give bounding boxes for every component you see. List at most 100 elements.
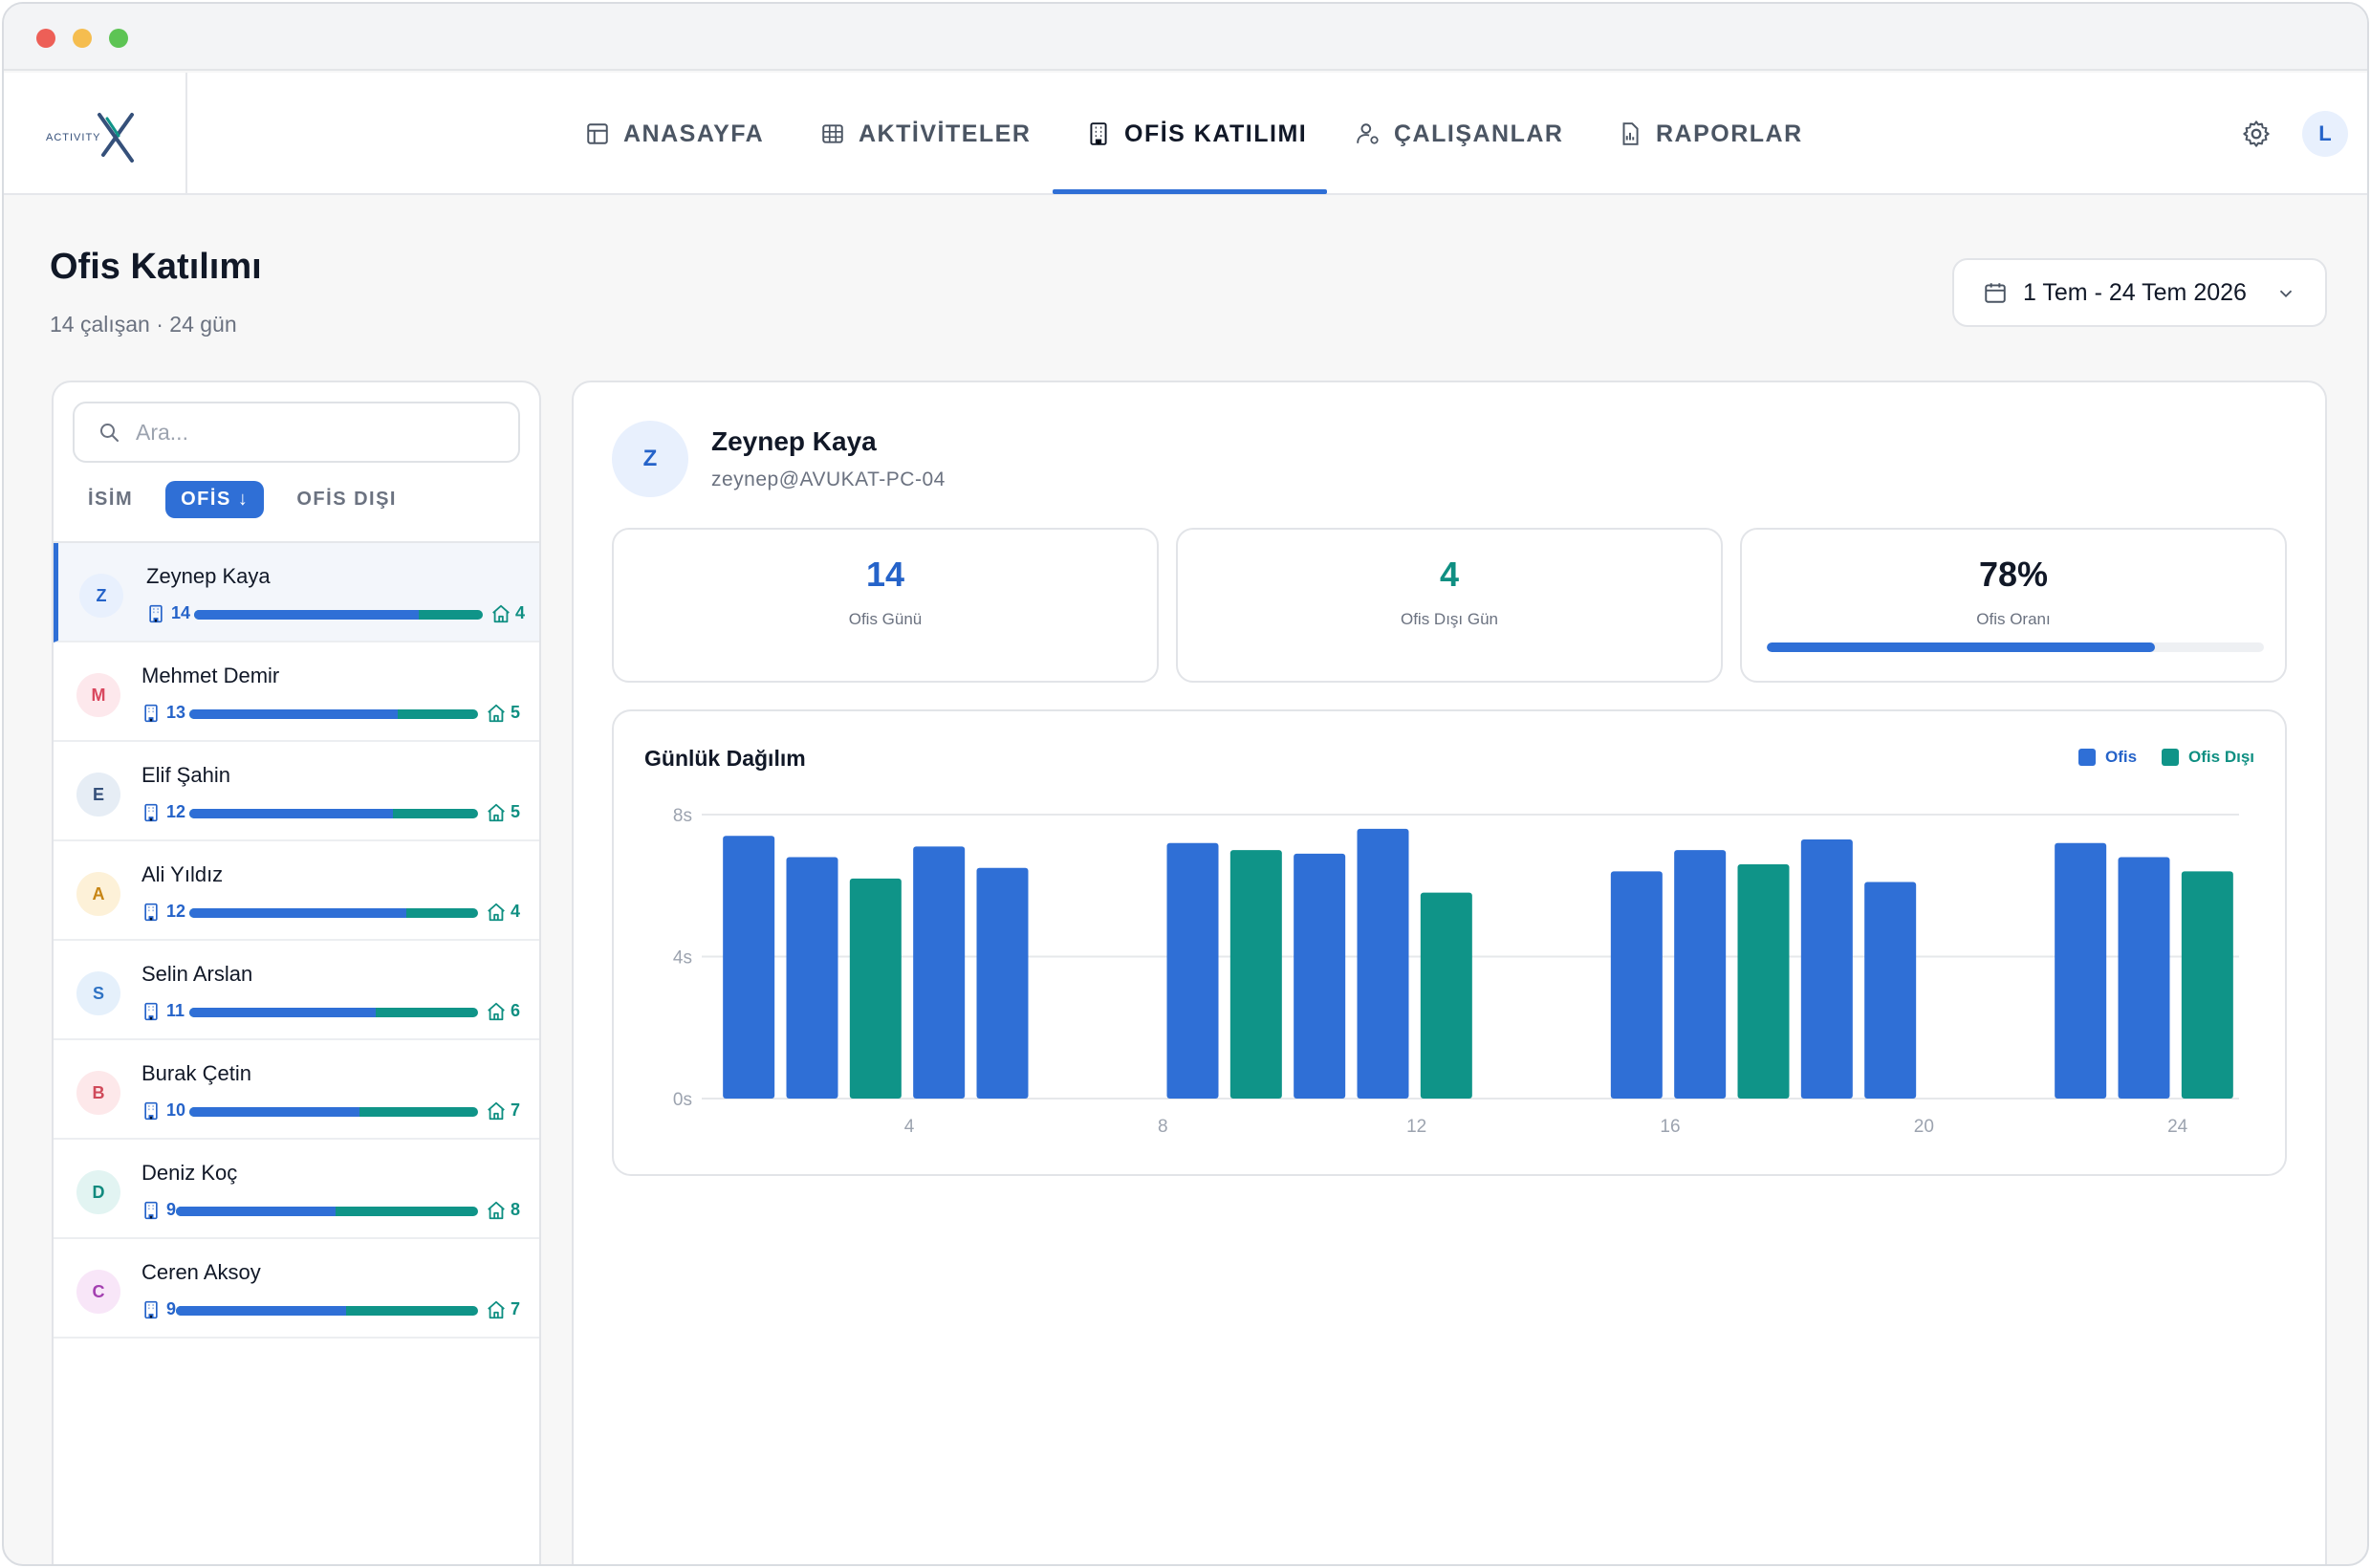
nav-raporlar[interactable]: RAPORLAR xyxy=(1618,73,1803,195)
sort-by-office[interactable]: OFİS ↓ xyxy=(165,480,265,518)
stat-value: 78% xyxy=(1978,555,2049,594)
user-gear-icon xyxy=(1357,123,1379,144)
bar-remote[interactable] xyxy=(2181,871,2233,1099)
bar-office[interactable] xyxy=(1610,871,1663,1099)
bar-office[interactable] xyxy=(2055,842,2107,1099)
employee-name: Burak Çetin xyxy=(141,1061,251,1085)
employee-list-panel: İSİM OFİS ↓ OFİS DIŞI Z Zeynep Kaya 14 4… xyxy=(52,381,541,1564)
office-count: 9 xyxy=(166,1200,177,1219)
bar-remote[interactable] xyxy=(1420,892,1472,1099)
office-share-fill xyxy=(194,610,419,620)
x-tick-label: 4 xyxy=(904,1117,915,1137)
attendance-bar xyxy=(176,1207,478,1216)
building-icon xyxy=(149,604,163,623)
employee-list: Z Zeynep Kaya 14 4 M Mehmet Demir 13 5 E… xyxy=(54,541,539,1339)
employee-row[interactable]: E Elif Şahin 12 5 xyxy=(54,742,539,841)
active-tab-indicator xyxy=(1053,189,1327,194)
remote-count: 5 xyxy=(511,802,521,821)
office-share-fill xyxy=(189,1107,359,1117)
search-icon xyxy=(100,424,119,442)
nav-aktiviteler[interactable]: AKTİVİTELER xyxy=(820,73,1031,195)
employee-detail-panel: Z Zeynep Kaya zeynep@AVUKAT-PC-04 14 Ofi… xyxy=(572,381,2327,1564)
sort-by-remote[interactable]: OFİS DIŞI xyxy=(296,488,397,510)
employee-name: Zeynep Kaya xyxy=(146,564,271,588)
employee-avatar: B xyxy=(76,1071,120,1115)
employee-row[interactable]: B Burak Çetin 10 7 xyxy=(54,1040,539,1140)
bar-remote[interactable] xyxy=(849,878,902,1099)
x-tick-label: 16 xyxy=(1660,1117,1680,1137)
nav-anasayfa[interactable]: ANASAYFA xyxy=(585,73,764,195)
x-tick-label: 8 xyxy=(1158,1117,1168,1137)
building-icon xyxy=(144,704,158,723)
chevron-down-icon xyxy=(2279,290,2293,298)
bar-office[interactable] xyxy=(1864,882,1917,1099)
remote-count: 7 xyxy=(511,1299,521,1318)
user-avatar[interactable]: L xyxy=(2302,111,2348,157)
office-count: 12 xyxy=(166,902,186,921)
layout-icon xyxy=(587,123,608,144)
employee-row[interactable]: S Selin Arslan 11 6 xyxy=(54,941,539,1040)
report-icon xyxy=(1622,122,1639,145)
search-box[interactable] xyxy=(73,402,520,463)
close-window-button[interactable] xyxy=(36,29,55,48)
daily-distribution-chart: Günlük Dağılım Ofis Ofis Dışı 8s 4s 0s 4 8 12… xyxy=(612,709,2287,1176)
attendance-bar xyxy=(189,908,478,918)
minimize-window-button[interactable] xyxy=(73,29,92,48)
gear-icon[interactable] xyxy=(2241,119,2272,149)
bar-office[interactable] xyxy=(786,857,838,1099)
bar-remote[interactable] xyxy=(1229,850,1282,1099)
bar-office[interactable] xyxy=(1357,828,1409,1099)
date-range-picker[interactable]: 1 Tem - 24 Tem 2026 xyxy=(1952,258,2327,327)
employee-row[interactable]: C Ceren Aksoy 9 7 xyxy=(54,1239,539,1339)
office-count: 10 xyxy=(166,1100,186,1120)
employee-avatar: M xyxy=(76,673,120,717)
bar-office[interactable] xyxy=(2118,857,2170,1099)
stat-office-days: 14 Ofis Günü xyxy=(612,528,1159,683)
x-tick-label: 20 xyxy=(1914,1117,1934,1137)
y-tick-label: 8s xyxy=(673,806,692,826)
bar-office[interactable] xyxy=(1674,850,1727,1099)
sort-options: İSİM OFİS ↓ OFİS DIŞI xyxy=(73,478,412,520)
employee-row[interactable]: Z Zeynep Kaya 14 4 xyxy=(54,543,539,642)
logo[interactable]: ACTIVITY xyxy=(4,73,187,195)
stat-remote-days: 4 Ofis Dışı Gün xyxy=(1176,528,1723,683)
employee-attendance: 12 4 xyxy=(141,901,522,924)
bar-remote[interactable] xyxy=(1737,863,1790,1099)
employee-name: Mehmet Demir xyxy=(141,664,280,687)
office-rate-fill xyxy=(1767,642,2155,652)
employee-row[interactable]: M Mehmet Demir 13 5 xyxy=(54,642,539,742)
bar-office[interactable] xyxy=(976,867,1029,1099)
stat-value: 4 xyxy=(1439,555,1460,594)
maximize-window-button[interactable] xyxy=(109,29,128,48)
employee-avatar: S xyxy=(76,971,120,1015)
office-count: 9 xyxy=(166,1299,177,1318)
employee-name: Ali Yıldız xyxy=(141,862,224,886)
employee-row[interactable]: D Deniz Koç 9 8 xyxy=(54,1140,539,1239)
building-icon xyxy=(144,903,158,922)
nav-ofis-katilimi[interactable]: OFİS KATILIMI xyxy=(1086,73,1307,195)
bar-office[interactable] xyxy=(723,836,775,1099)
nav-calisanlar[interactable]: ÇALIŞANLAR xyxy=(1356,73,1564,195)
bar-office[interactable] xyxy=(1294,853,1346,1099)
employee-row[interactable]: A Ali Yıldız 12 4 xyxy=(54,841,539,941)
office-share-fill xyxy=(189,1008,377,1017)
search-input[interactable] xyxy=(136,419,480,446)
home-icon xyxy=(488,903,505,922)
stat-office-rate: 78% Ofis Oranı xyxy=(1740,528,2287,683)
sort-by-name[interactable]: İSİM xyxy=(88,488,134,510)
bar-office[interactable] xyxy=(1800,838,1853,1099)
office-count: 13 xyxy=(166,703,186,722)
bar-office[interactable] xyxy=(1166,842,1219,1099)
office-share-fill xyxy=(176,1207,337,1216)
home-icon xyxy=(488,1101,505,1121)
employee-avatar: E xyxy=(76,773,120,817)
home-icon xyxy=(488,1201,505,1220)
office-share-fill xyxy=(176,1306,346,1316)
employee-attendance: 9 7 xyxy=(141,1298,522,1321)
home-icon xyxy=(488,1002,505,1021)
attendance-bar xyxy=(189,1008,478,1017)
svg-text:ACTIVITY: ACTIVITY xyxy=(46,132,101,143)
bar-office[interactable] xyxy=(913,846,966,1099)
y-tick-label: 4s xyxy=(673,948,692,969)
building-icon xyxy=(144,1300,158,1319)
